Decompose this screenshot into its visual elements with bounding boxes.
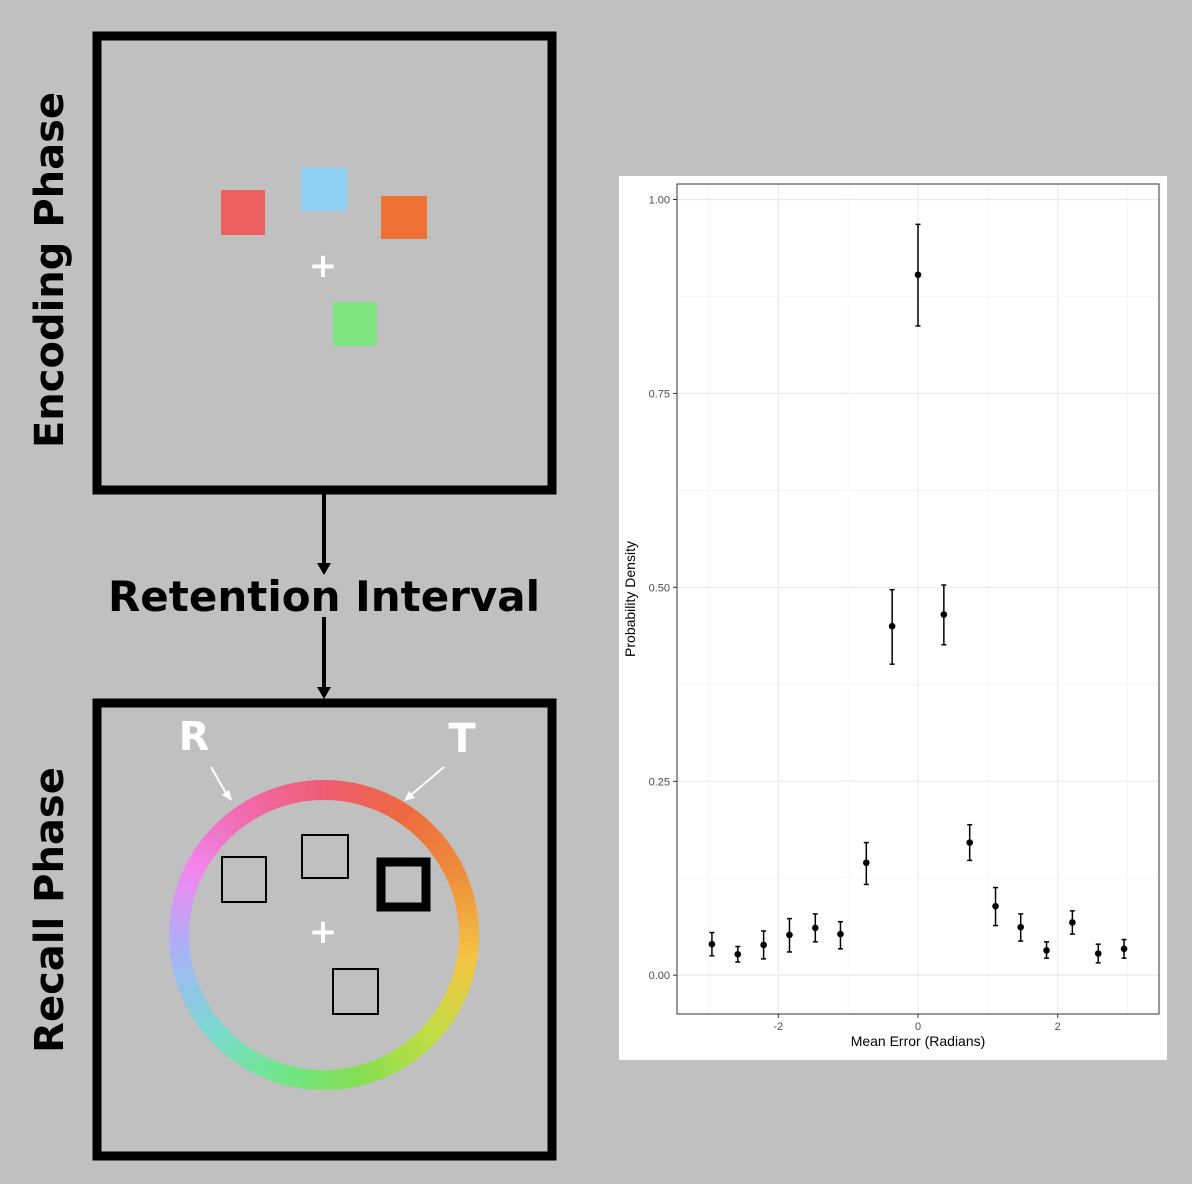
target-marker-label: T	[448, 716, 476, 762]
y-axis-title: Probability Density	[622, 541, 638, 657]
color-wheel-segment	[196, 813, 324, 935]
x-tick-label: -2	[773, 1021, 783, 1033]
arrow-icon	[404, 766, 445, 801]
y-tick-label: 0.25	[649, 776, 670, 788]
data-point	[1069, 919, 1076, 926]
x-axis-title: Mean Error (Radians)	[851, 1033, 986, 1049]
arrow-down-icon	[317, 617, 331, 699]
color-wheel-segment	[202, 935, 324, 1063]
data-point	[786, 931, 793, 939]
color-wheel-segment	[190, 935, 324, 1051]
encoding-frame	[92, 31, 557, 495]
data-point	[863, 859, 870, 867]
color-wheel-segment	[185, 935, 324, 1044]
data-point	[708, 940, 716, 948]
color-wheel-segment	[215, 796, 324, 935]
y-tick-label: 1.00	[649, 195, 670, 207]
x-tick-label: 2	[1055, 1021, 1061, 1033]
data-point	[837, 930, 844, 938]
fixation-cross: +	[309, 912, 338, 952]
color-wheel-segment	[185, 826, 324, 935]
stimulus-square-red	[221, 190, 265, 235]
color-wheel-segment	[324, 833, 468, 935]
data-point	[1094, 950, 1102, 957]
stimulus-square-green	[333, 302, 377, 346]
color-wheel-segment	[313, 779, 326, 935]
recall-frame	[92, 698, 557, 1161]
color-wheel-segment	[202, 807, 324, 935]
color-wheel-segment	[324, 935, 468, 1037]
y-tick-label: 0.75	[649, 388, 670, 400]
arrow-down-icon	[317, 494, 331, 575]
color-wheel-segment	[324, 935, 463, 1044]
fixation-cross: +	[309, 246, 338, 286]
color-wheel-segment	[324, 935, 458, 1051]
color-wheel-segment	[229, 935, 324, 1084]
retention-interval-label: Retention Interval	[108, 572, 540, 621]
color-wheel-segment	[324, 935, 426, 1079]
color-wheel-segment	[324, 935, 419, 1084]
data-point	[1120, 945, 1128, 953]
data-point	[914, 271, 922, 279]
experiment-diagram: Encoding Phase + Retention Interval Reca…	[27, 31, 557, 1161]
color-wheel-segment	[222, 935, 324, 1079]
color-wheel-segment	[196, 935, 324, 1057]
error-density-chart: -2 0 2 0.00 0.25 0.50 0.75 1.00 Mean Error (Rad…	[622, 183, 1160, 1049]
data-point	[992, 902, 999, 910]
x-tick-label: 0	[915, 1021, 921, 1033]
color-wheel-segment	[324, 935, 440, 1069]
response-marker-label: R	[179, 714, 210, 760]
color-wheel-segment	[324, 935, 452, 1057]
color-wheel-segment	[324, 826, 463, 935]
probe-square-outline	[221, 856, 267, 903]
probe-square-outline	[301, 834, 349, 879]
recall-phase-label: Recall Phase	[27, 767, 73, 1053]
probe-square-outline	[332, 968, 379, 1015]
arrow-icon	[210, 766, 232, 801]
color-wheel-segment	[180, 935, 324, 1037]
color-wheel-segment	[175, 935, 324, 1030]
color-wheel-segment	[324, 840, 473, 935]
chart-panel: -2 0 2 0.00 0.25 0.50 0.75 1.00 Mean Error (Rad…	[619, 176, 1167, 1060]
data-point	[940, 611, 948, 618]
color-wheel-segment	[208, 935, 324, 1069]
data-point	[888, 622, 896, 630]
data-point	[734, 950, 742, 958]
color-wheel-segment	[324, 935, 446, 1063]
data-point	[760, 941, 767, 949]
target-square-outline	[376, 857, 431, 912]
data-point	[812, 924, 819, 932]
data-point	[966, 839, 973, 846]
stimulus-square-orange	[381, 196, 427, 239]
y-tick-label: 0.00	[649, 970, 670, 982]
color-wheel-segment	[324, 813, 452, 935]
data-point	[1017, 923, 1024, 931]
stimulus-square-blue	[301, 168, 347, 211]
y-tick-label: 0.50	[649, 582, 670, 594]
color-wheel-segment	[215, 935, 324, 1074]
encoding-phase-label: Encoding Phase	[27, 92, 73, 448]
data-point	[1043, 947, 1050, 954]
